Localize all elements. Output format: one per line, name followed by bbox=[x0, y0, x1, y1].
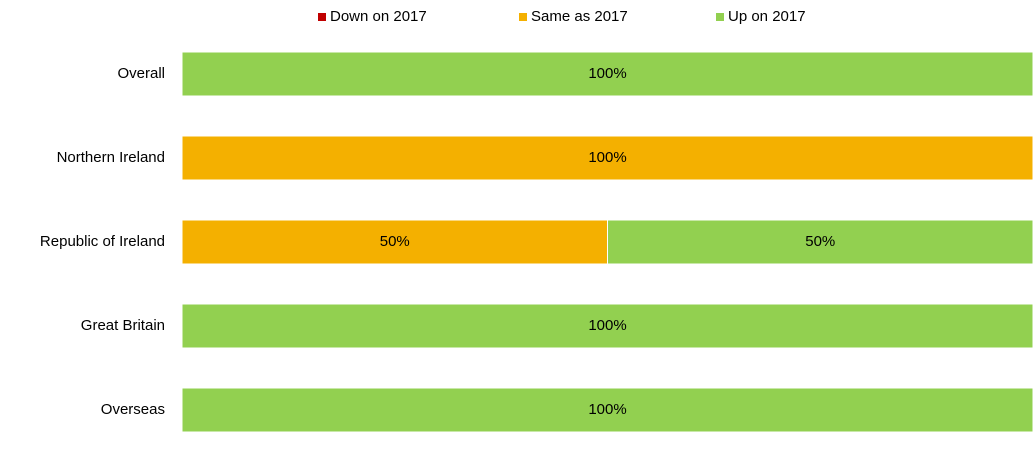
y-tick-label: Republic of Ireland bbox=[40, 233, 165, 250]
legend-label: Down on 2017 bbox=[330, 8, 427, 25]
y-tick-label: Overseas bbox=[101, 401, 165, 418]
legend-label: Same as 2017 bbox=[531, 8, 628, 25]
data-label: 50% bbox=[805, 233, 835, 250]
data-label: 100% bbox=[588, 317, 626, 334]
legend-swatch bbox=[318, 13, 326, 21]
legend-swatch bbox=[716, 13, 724, 21]
data-label: 100% bbox=[588, 65, 626, 82]
data-label: 100% bbox=[588, 149, 626, 166]
data-label: 50% bbox=[380, 233, 410, 250]
legend-label: Up on 2017 bbox=[728, 8, 806, 25]
y-tick-label: Overall bbox=[117, 65, 165, 82]
y-tick-label: Northern Ireland bbox=[57, 149, 165, 166]
y-tick-label: Great Britain bbox=[81, 317, 165, 334]
legend-swatch bbox=[519, 13, 527, 21]
data-label: 100% bbox=[588, 401, 626, 418]
